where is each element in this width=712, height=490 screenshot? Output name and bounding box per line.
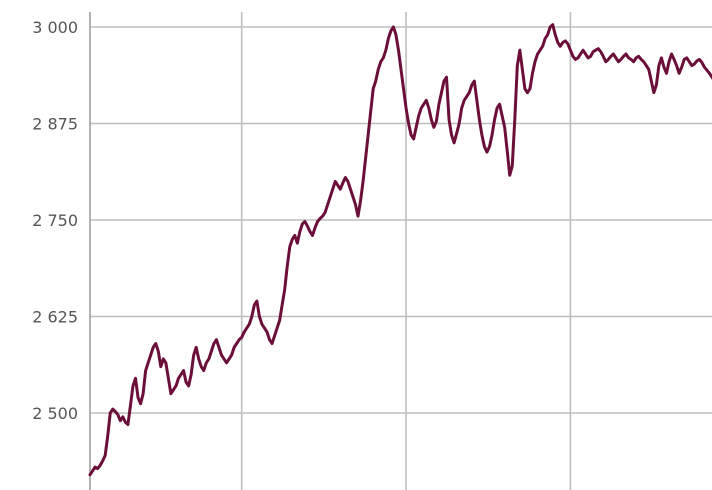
series-line — [88, 23, 712, 477]
y-tick-label: 2 625 — [32, 308, 78, 327]
y-tick-label: 2 875 — [32, 115, 78, 134]
y-tick-label: 2 750 — [32, 211, 78, 230]
y-axis-ticks: 2 500 2 625 2 750 2 875 3 000 — [32, 18, 78, 423]
grid-layer — [89, 12, 712, 490]
y-tick-label: 2 500 — [32, 404, 78, 423]
y-tick-label: 3 000 — [32, 18, 78, 37]
series-layer — [88, 23, 712, 477]
